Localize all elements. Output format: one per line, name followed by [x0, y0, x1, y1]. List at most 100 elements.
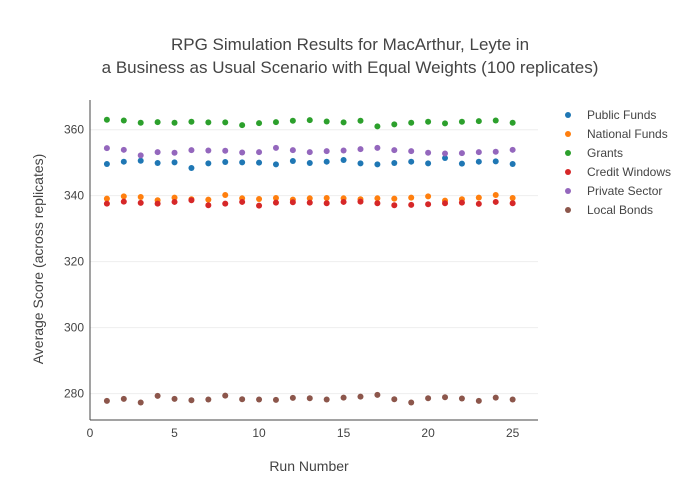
data-point[interactable]	[340, 198, 347, 205]
data-point[interactable]	[154, 149, 161, 156]
data-point[interactable]	[188, 147, 195, 154]
data-point[interactable]	[323, 158, 330, 165]
data-point[interactable]	[306, 199, 313, 206]
data-point[interactable]	[120, 198, 127, 205]
data-point[interactable]	[222, 192, 229, 199]
data-point[interactable]	[103, 145, 110, 152]
data-point[interactable]	[171, 194, 178, 201]
data-point[interactable]	[357, 160, 364, 167]
data-point[interactable]	[154, 160, 161, 167]
data-point[interactable]	[442, 150, 449, 157]
data-point[interactable]	[188, 164, 195, 171]
data-point[interactable]	[492, 158, 499, 165]
data-point[interactable]	[188, 197, 195, 204]
data-point[interactable]	[171, 395, 178, 402]
data-point[interactable]	[475, 149, 482, 156]
data-point[interactable]	[442, 155, 449, 162]
data-point[interactable]	[205, 196, 212, 203]
data-point[interactable]	[357, 146, 364, 153]
data-point[interactable]	[391, 202, 398, 209]
data-point[interactable]	[171, 119, 178, 126]
data-point[interactable]	[256, 195, 263, 202]
data-point[interactable]	[289, 117, 296, 124]
legend-item[interactable]: Credit Windows	[565, 165, 671, 179]
data-point[interactable]	[475, 397, 482, 404]
data-point[interactable]	[509, 200, 516, 207]
data-point[interactable]	[103, 397, 110, 404]
data-point[interactable]	[239, 198, 246, 205]
data-point[interactable]	[408, 148, 415, 155]
legend-item[interactable]: Private Sector	[565, 184, 662, 198]
data-point[interactable]	[408, 194, 415, 201]
data-point[interactable]	[171, 159, 178, 166]
data-point[interactable]	[272, 199, 279, 206]
data-point[interactable]	[239, 396, 246, 403]
data-point[interactable]	[154, 392, 161, 399]
data-point[interactable]	[475, 194, 482, 201]
data-point[interactable]	[137, 119, 144, 126]
data-point[interactable]	[222, 119, 229, 126]
data-point[interactable]	[509, 161, 516, 167]
data-point[interactable]	[154, 200, 161, 207]
data-point[interactable]	[458, 395, 465, 402]
data-point[interactable]	[408, 119, 415, 126]
data-point[interactable]	[509, 194, 516, 201]
data-point[interactable]	[120, 146, 127, 153]
data-point[interactable]	[357, 198, 364, 205]
data-point[interactable]	[323, 118, 330, 125]
data-point[interactable]	[103, 161, 110, 167]
legend-item[interactable]: Grants	[565, 146, 623, 160]
data-point[interactable]	[256, 202, 263, 209]
data-point[interactable]	[442, 200, 449, 207]
data-point[interactable]	[222, 147, 229, 154]
data-point[interactable]	[458, 160, 465, 167]
data-point[interactable]	[222, 159, 229, 166]
data-point[interactable]	[340, 147, 347, 154]
data-point[interactable]	[272, 194, 279, 201]
data-point[interactable]	[103, 116, 110, 123]
data-point[interactable]	[458, 199, 465, 206]
data-point[interactable]	[492, 148, 499, 155]
data-point[interactable]	[475, 158, 482, 165]
data-point[interactable]	[408, 399, 415, 406]
data-point[interactable]	[154, 119, 161, 126]
data-point[interactable]	[391, 160, 398, 167]
data-point[interactable]	[137, 152, 144, 159]
data-point[interactable]	[458, 118, 465, 125]
data-point[interactable]	[374, 195, 381, 202]
data-point[interactable]	[137, 199, 144, 206]
data-point[interactable]	[425, 149, 432, 156]
data-point[interactable]	[391, 195, 398, 202]
data-point[interactable]	[509, 146, 516, 153]
data-point[interactable]	[306, 195, 313, 202]
data-point[interactable]	[188, 118, 195, 125]
data-point[interactable]	[323, 148, 330, 155]
data-point[interactable]	[492, 192, 499, 199]
data-point[interactable]	[137, 193, 144, 200]
data-point[interactable]	[306, 117, 313, 124]
data-point[interactable]	[289, 158, 296, 165]
data-point[interactable]	[340, 394, 347, 401]
data-point[interactable]	[103, 200, 110, 207]
data-point[interactable]	[323, 194, 330, 201]
data-point[interactable]	[205, 119, 212, 126]
data-point[interactable]	[256, 396, 263, 403]
data-point[interactable]	[425, 395, 432, 402]
data-point[interactable]	[289, 394, 296, 401]
data-point[interactable]	[256, 149, 263, 156]
data-point[interactable]	[137, 157, 144, 164]
data-point[interactable]	[391, 396, 398, 403]
data-point[interactable]	[171, 149, 178, 156]
data-point[interactable]	[340, 119, 347, 126]
data-point[interactable]	[492, 198, 499, 205]
data-point[interactable]	[120, 158, 127, 165]
data-point[interactable]	[272, 396, 279, 403]
data-point[interactable]	[408, 201, 415, 208]
legend-item[interactable]: National Funds	[565, 127, 668, 141]
data-point[interactable]	[509, 396, 516, 403]
data-point[interactable]	[458, 150, 465, 157]
legend-item[interactable]: Local Bonds	[565, 203, 653, 217]
data-point[interactable]	[205, 202, 212, 209]
data-point[interactable]	[239, 159, 246, 166]
data-point[interactable]	[425, 118, 432, 125]
